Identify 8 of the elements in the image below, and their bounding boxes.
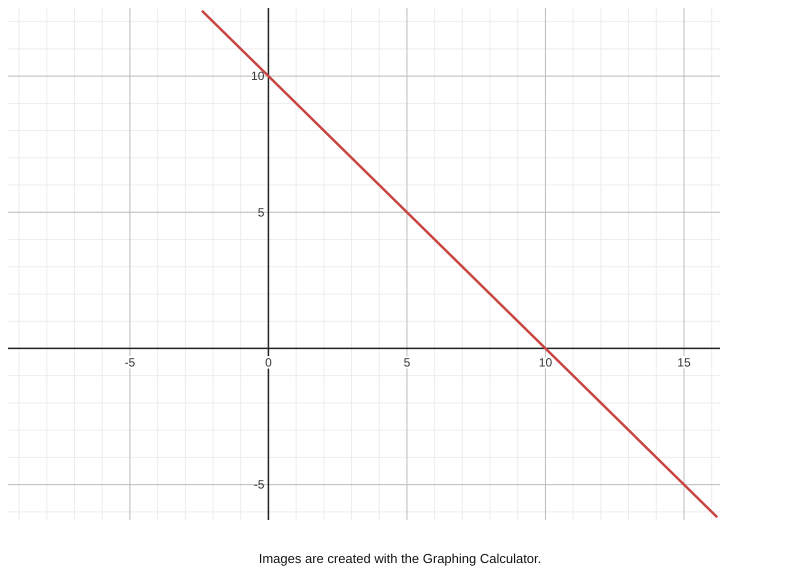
text: Images are created with the Graphing Calculator. xyxy=(258,551,542,566)
x-tick-label: 15 xyxy=(677,355,691,370)
x-tick-label: 10 xyxy=(538,355,552,370)
y-tick-label: 10 xyxy=(251,69,265,84)
x-tick-label: -5 xyxy=(124,355,136,370)
y-tick-label: 5 xyxy=(258,205,265,220)
x-tick-label: 5 xyxy=(404,355,411,370)
y-tick-label: -5 xyxy=(254,478,265,492)
